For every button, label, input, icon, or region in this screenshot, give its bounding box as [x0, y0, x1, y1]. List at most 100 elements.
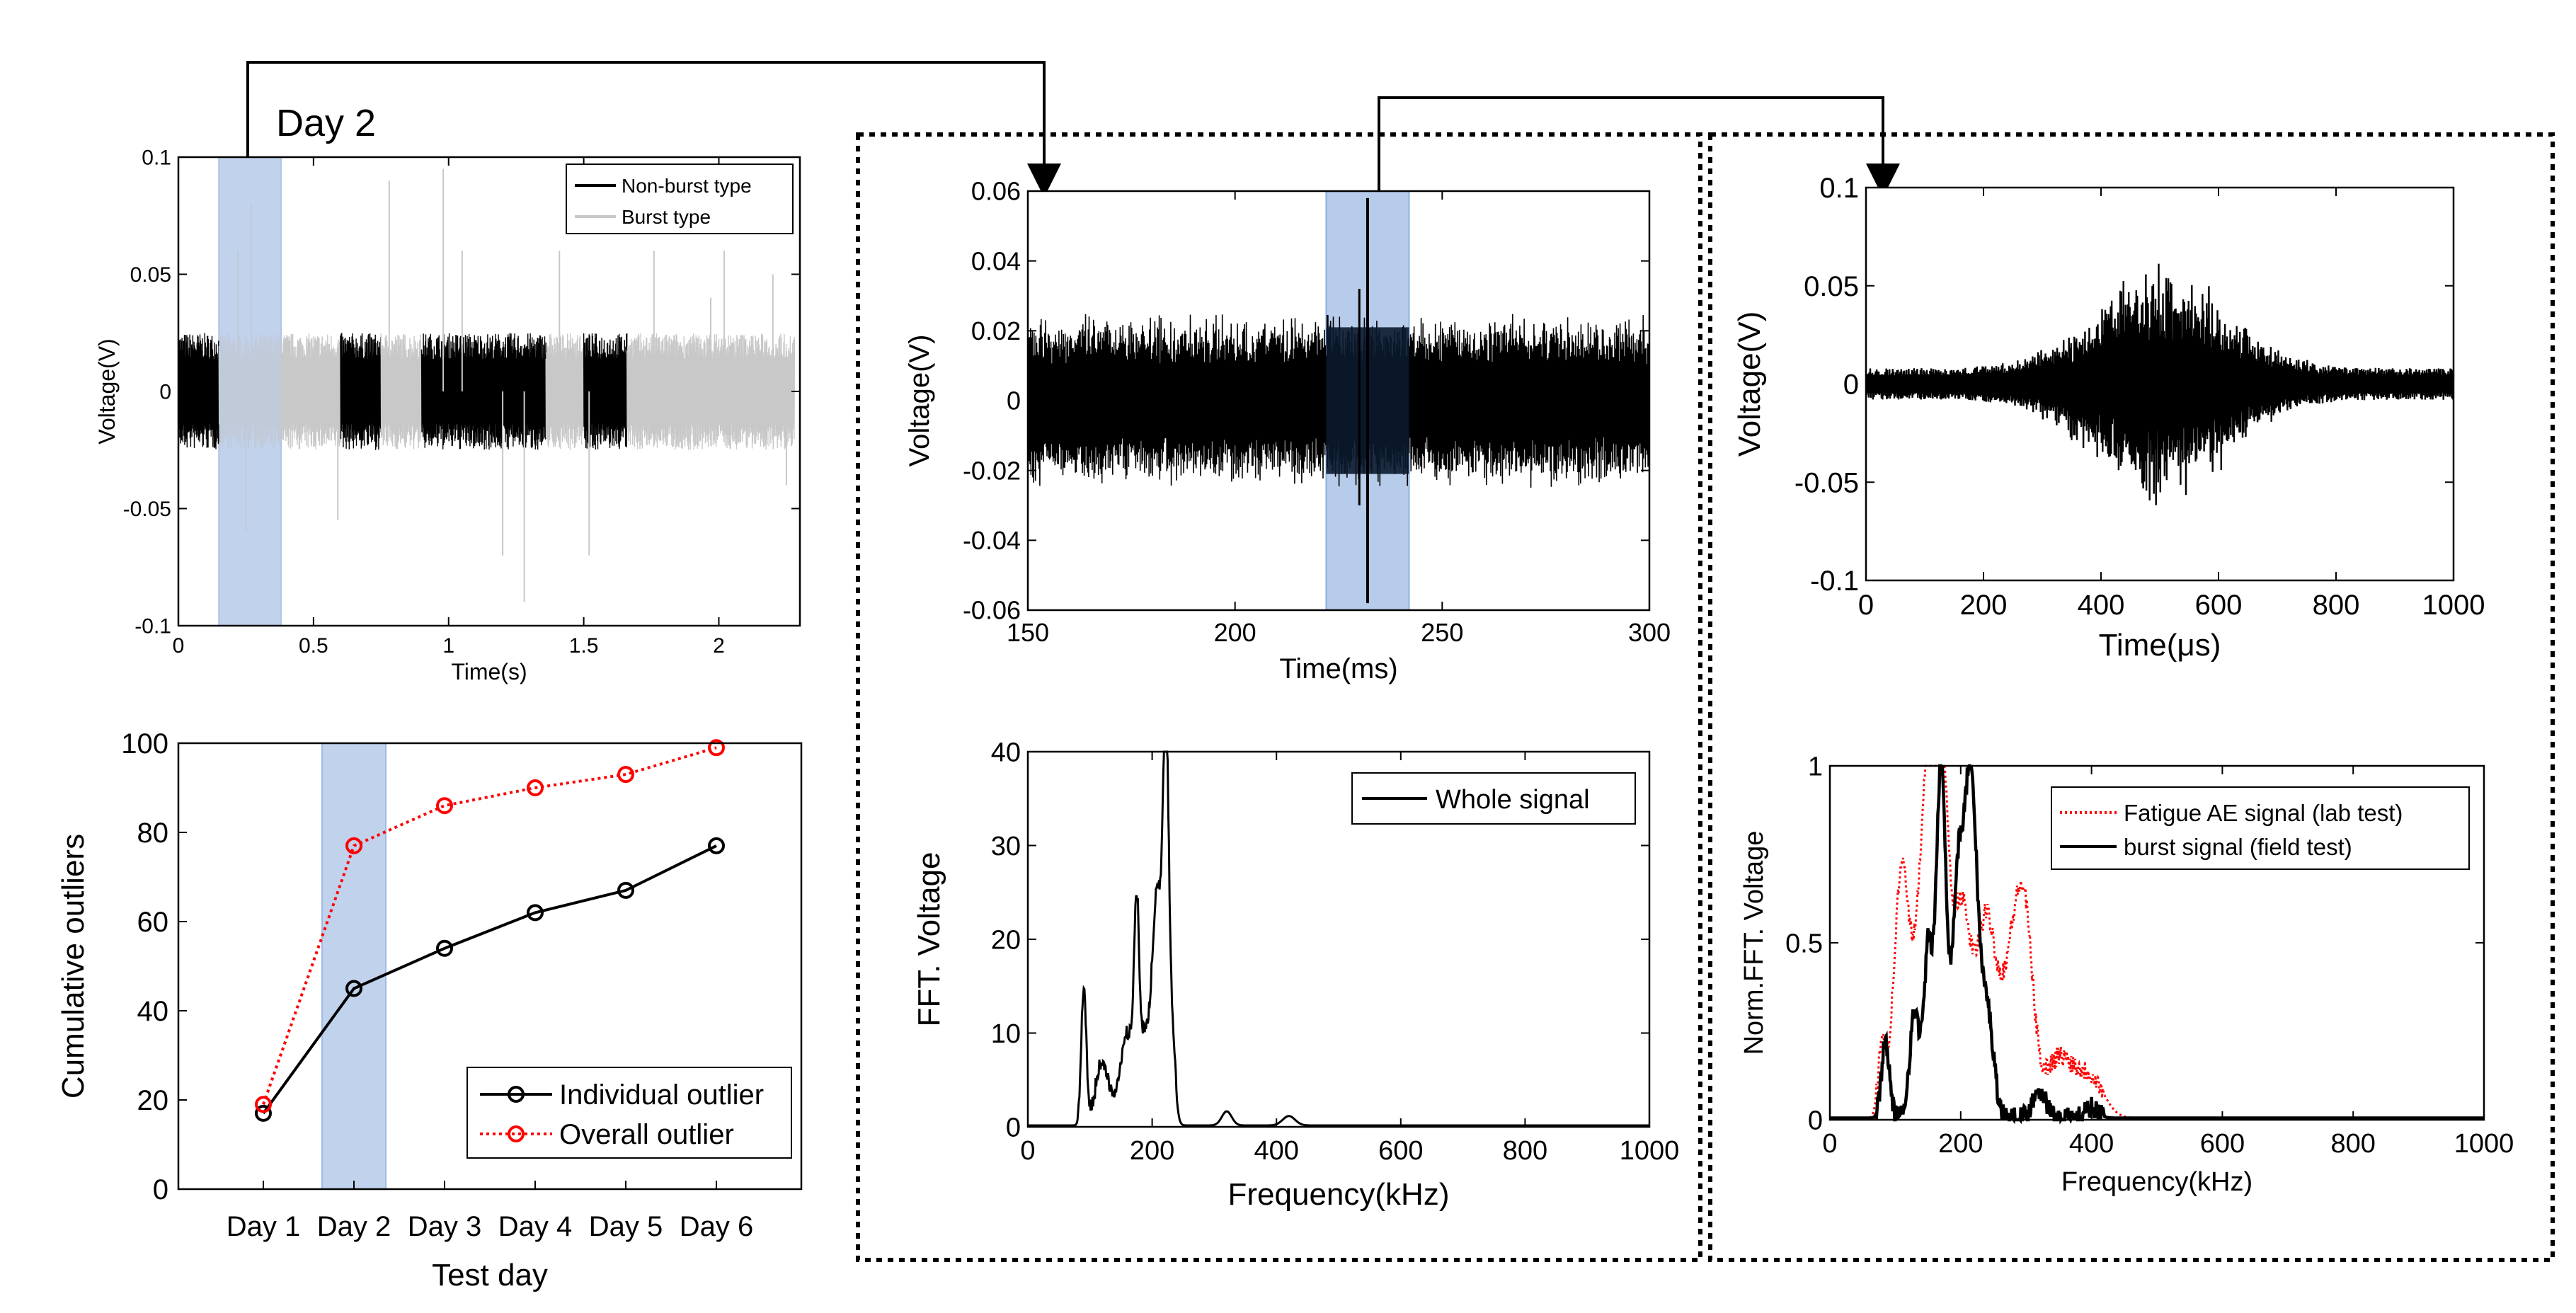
series-point [527, 904, 544, 922]
x-axis-label: Test day [432, 1258, 548, 1292]
legend-box [2051, 786, 2470, 870]
x-axis-label: Time(μs) [2099, 628, 2221, 663]
x-axis-label: Time(s) [451, 659, 527, 684]
x-tick-label: Day 5 [589, 1211, 663, 1242]
series-point [345, 837, 362, 854]
y-tick-label: 0 [159, 381, 171, 404]
y-axis-label: Voltage(V) [904, 335, 935, 467]
x-tick-label: 1000 [2422, 590, 2485, 621]
series-point [255, 1104, 272, 1122]
day-annotation: Day 2 [276, 102, 376, 144]
signal-segment [178, 333, 219, 449]
cumulative-outliers-chart: 0 20 40 60 80 100 Day 1 Day 2 Day 3 Day 4 Day 5 Day… [56, 728, 803, 1292]
y-tick-label: -0.06 [963, 596, 1021, 625]
x-axis-label: Frequency(kHz) [2061, 1167, 2252, 1197]
x-tick-label: 400 [2069, 1129, 2114, 1159]
series-point [617, 881, 634, 899]
legend-marker [508, 1086, 525, 1103]
signal-segment [545, 333, 585, 450]
series-point [255, 1096, 272, 1113]
y-tick-label: 1 [1808, 752, 1823, 781]
x-tick-label: Day 3 [408, 1211, 482, 1242]
y-tick-label: 0.5 [1785, 929, 1823, 958]
axes-frame [177, 742, 803, 1191]
x-tick-label: 200 [1938, 1129, 1983, 1159]
legend-label: Overall outlier [559, 1119, 734, 1150]
highlight-band [321, 742, 387, 1190]
x-tick-label: Day 4 [498, 1211, 573, 1242]
legend: Individual outlier Overall outlier [466, 1067, 792, 1159]
x-tick-label: Day 6 [680, 1211, 754, 1242]
series-point [436, 939, 453, 957]
legend-label-burst: Burst type [622, 206, 711, 228]
y-axis-label: Voltage(V) [1732, 311, 1767, 457]
middle-panel-frame [856, 132, 1702, 1262]
connector-arrow-1 [246, 61, 1061, 197]
right-panel-frame [1708, 132, 2555, 1262]
whole-fft-chart: 0 200 400 600 800 1000 0 10 20 30 40 Frequency(kHz)… [912, 738, 1679, 1212]
series-point [436, 797, 453, 815]
series-line [262, 844, 717, 1115]
y-tick-label: 0.05 [130, 263, 171, 287]
y-axis-label: Cumulative outliers [56, 834, 91, 1099]
y-tick-label: 0 [1843, 369, 1859, 401]
y-tick-label: 0.1 [1819, 173, 1859, 204]
x-tick-label: 1000 [1620, 1136, 1680, 1166]
x-axis-label: Frequency(kHz) [1228, 1177, 1450, 1212]
x-tick-label: 0 [1858, 590, 1874, 621]
zoomed-signal-chart: 150 200 250 300 -0.06 -0.04 -0.02 0 0.02 0.04 0.06… [904, 177, 1671, 684]
y-tick-label: 0.04 [971, 246, 1021, 275]
y-tick-label: 0 [1007, 386, 1021, 415]
legend-label: Individual outlier [559, 1079, 764, 1111]
x-tick-label: Day 2 [317, 1211, 391, 1242]
connector-arrow-2 [1378, 96, 1900, 197]
series-point [527, 779, 544, 796]
series-point [708, 739, 725, 757]
x-tick-label: 200 [1960, 590, 2008, 621]
x-tick-label: 1000 [2454, 1129, 2514, 1159]
y-tick-label: 0.06 [971, 177, 1021, 206]
y-tick-label: 0 [153, 1174, 168, 1205]
legend: Non-burst type Burst type [566, 164, 794, 234]
legend-label: Fatigue AE signal (lab test) [2124, 800, 2403, 826]
legend-box [466, 1067, 792, 1159]
y-axis-label: FFT. Voltage [912, 852, 946, 1026]
y-axis-label: Voltage(V) [94, 338, 120, 444]
legend: Whole signal [1351, 772, 1636, 825]
y-tick-label: 60 [137, 907, 169, 938]
y-tick-label: 0 [1808, 1106, 1823, 1135]
y-tick-label: 10 [991, 1019, 1021, 1049]
fft-trace [1028, 750, 1649, 1127]
y-tick-label: -0.05 [123, 498, 171, 521]
x-tick-label: 1.5 [569, 634, 599, 658]
x-tick-label: 0 [1020, 1136, 1035, 1166]
y-tick-label: -0.04 [963, 526, 1021, 555]
y-tick-label: 20 [991, 925, 1021, 955]
x-tick-label: 0.5 [299, 634, 328, 658]
y-tick-label: 80 [137, 818, 169, 849]
x-tick-label: 150 [1007, 618, 1049, 647]
signal-segment [420, 333, 546, 450]
x-tick-label: 200 [1214, 618, 1256, 647]
fft-trace [1830, 764, 2484, 1125]
signal-segment [626, 333, 796, 450]
y-tick-label: 40 [991, 738, 1021, 767]
y-tick-label: 20 [137, 1085, 169, 1116]
signal-segment [583, 333, 628, 450]
x-tick-label: 300 [1628, 618, 1671, 647]
legend-label-non-burst: Non-burst type [622, 175, 752, 197]
y-tick-label: 40 [137, 996, 169, 1027]
x-tick-label: 600 [1378, 1136, 1423, 1166]
y-tick-label: 0 [1006, 1113, 1021, 1142]
x-tick-label: 400 [1254, 1136, 1298, 1166]
legend: Fatigue AE signal (lab test) burst signal… [2051, 786, 2470, 870]
series-point [345, 980, 362, 997]
normalized-fft-chart: 0 200 400 600 800 1000 0 0.5 1 Frequency(kHz) Norm… [1739, 752, 2514, 1197]
x-tick-label: 800 [2330, 1129, 2375, 1159]
y-tick-label: -0.1 [1810, 566, 1859, 597]
series-point [617, 766, 634, 784]
series-point [708, 837, 725, 854]
y-tick-label: -0.1 [134, 615, 171, 638]
x-tick-label: 800 [2313, 590, 2360, 621]
